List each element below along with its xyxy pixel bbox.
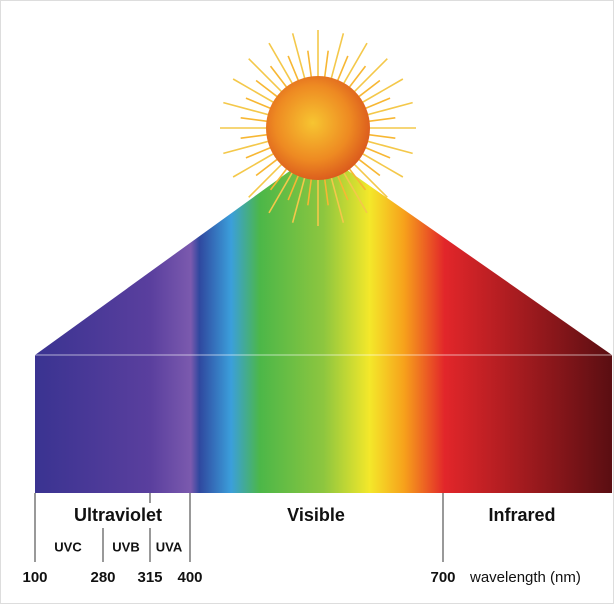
sun-ray xyxy=(323,177,329,206)
sun-ray xyxy=(223,140,270,155)
sun-ray xyxy=(357,79,381,99)
uv-label: UVB xyxy=(112,539,139,554)
band-label: Visible xyxy=(287,505,345,525)
sun-ray xyxy=(307,177,313,206)
sun-ray xyxy=(342,42,368,86)
wavelength-label: 100 xyxy=(22,569,47,586)
sun-ray xyxy=(248,162,284,198)
sun-ray xyxy=(363,97,391,110)
sun-ray xyxy=(336,173,349,201)
uv-label: UVA xyxy=(156,539,183,554)
sun-ray xyxy=(366,101,413,116)
sun-ray xyxy=(245,97,273,110)
sun-ray xyxy=(255,79,279,99)
light-fan xyxy=(35,165,612,355)
sun-ray xyxy=(323,50,329,79)
sun-ray xyxy=(342,170,368,214)
sun-ray xyxy=(330,176,345,223)
sun-ray xyxy=(336,55,349,83)
sun-ray xyxy=(269,65,289,89)
sun-ray xyxy=(291,176,306,223)
sun-ray xyxy=(223,101,270,116)
sun-ray xyxy=(240,117,269,123)
band-label: Ultraviolet xyxy=(74,505,162,525)
sun-ray xyxy=(330,33,345,80)
wavelength-label: 700 xyxy=(430,569,455,586)
sun-ray xyxy=(245,146,273,159)
wavelength-label: 315 xyxy=(137,569,162,586)
sun-ray xyxy=(248,58,284,94)
sun-ray xyxy=(360,78,404,104)
dividers xyxy=(34,493,444,562)
sun-ray xyxy=(240,133,269,139)
sun-ray xyxy=(307,50,313,79)
sun-ray xyxy=(347,167,367,191)
sun-ray xyxy=(255,157,279,177)
sun-rays xyxy=(220,30,416,226)
sun-ray xyxy=(268,42,294,86)
axis-label: wavelength (nm) xyxy=(469,569,581,586)
wavelength-label: 280 xyxy=(90,569,115,586)
band-label: Infrared xyxy=(488,505,555,525)
uv-label: UVC xyxy=(54,539,82,554)
sun-ray xyxy=(357,157,381,177)
sun-ray xyxy=(268,170,294,214)
sun-ray xyxy=(287,173,300,201)
sun-ray xyxy=(366,140,413,155)
sun-ray xyxy=(287,55,300,83)
sun-ray xyxy=(367,117,396,123)
sun-ray xyxy=(232,152,276,178)
sun-ray xyxy=(363,146,391,159)
sun xyxy=(266,76,370,180)
wavelength-label: 400 xyxy=(177,569,202,586)
sun-ray xyxy=(352,162,388,198)
sun-ray xyxy=(367,133,396,139)
sun-ray xyxy=(291,33,306,80)
sun-ray xyxy=(347,65,367,89)
sun-ray xyxy=(269,167,289,191)
sun-ray xyxy=(352,58,388,94)
spectrum-band xyxy=(35,355,612,493)
sun-ray xyxy=(360,152,404,178)
sun-ray xyxy=(232,78,276,104)
